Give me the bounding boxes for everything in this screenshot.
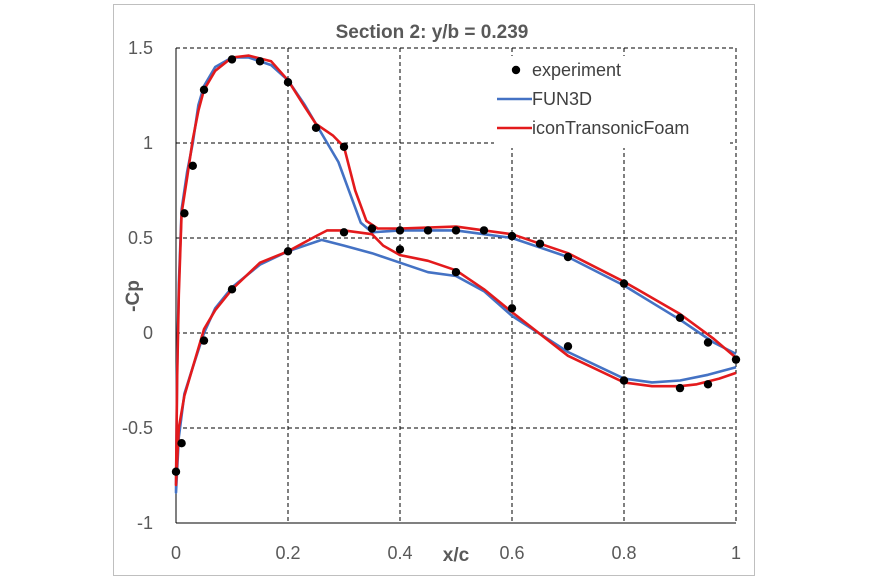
experiment-point [451,268,461,277]
legend-label-fun3d: FUN3D [532,89,592,109]
experiment-point [451,226,461,235]
experiment-point [423,226,433,235]
experiment-point [227,285,237,294]
y-tick-label: -0.5 [122,418,153,438]
experiment-point [395,226,405,235]
series-line-icontransonicfoam [174,54,737,487]
experiment-point [199,85,209,95]
experiment-point [339,228,349,237]
experiment-point [675,383,685,393]
experiment-point [311,123,321,132]
tick-labels: 0 0.2 0.4 0.6 0.8 1 1.5 1 0.5 0 -0.5 -1 [122,38,741,563]
experiment-point [339,142,349,151]
x-tick-label: 0 [171,543,181,563]
grid [175,47,737,524]
experiment-point [227,55,237,64]
experiment-point [675,313,685,322]
experiment-point [563,252,573,262]
y-tick-label: 0 [143,323,153,343]
experiment-point [367,224,377,233]
x-tick-label: 0.2 [275,543,300,563]
legend-label-experiment: experiment [532,60,621,80]
experiment-point [703,380,713,389]
experiment-point [731,355,741,364]
y-tick-label: 1 [143,133,153,153]
experiment-point [619,279,629,288]
legend: experiment FUN3D iconTransonicFoam [494,56,730,148]
experiment-point [619,376,629,385]
experiment-point [395,245,405,254]
experiment-point [563,342,573,351]
experiment-point [479,226,489,235]
x-tick-label: 1 [731,543,741,563]
legend-marker-experiment [511,65,521,75]
experiment-point [283,78,293,87]
experiment-point [703,338,713,347]
experiment-point [507,304,517,313]
x-axis-title: x/c [443,545,470,566]
x-tick-label: 0.6 [499,543,524,563]
experiment-point [199,336,209,345]
y-tick-label: -1 [137,513,153,533]
experiment-point [255,57,265,66]
legend-label-icontransonicfoam: iconTransonicFoam [532,118,689,138]
y-axis-title: -Cp [123,280,144,312]
series [171,54,741,494]
experiment-point [177,439,186,448]
experiment-point [171,467,181,476]
x-tick-label: 0.8 [611,543,636,563]
experiment-point [283,247,293,256]
chart-title: Section 2: y/b = 0.239 [336,22,529,43]
experiment-point [535,239,545,248]
experiment-point [507,231,517,241]
experiment-point [180,209,189,218]
y-tick-label: 1.5 [128,38,153,58]
x-tick-label: 0.4 [387,543,412,563]
experiment-point [188,161,197,170]
legend-box [494,56,730,148]
y-tick-label: 0.5 [128,228,153,248]
